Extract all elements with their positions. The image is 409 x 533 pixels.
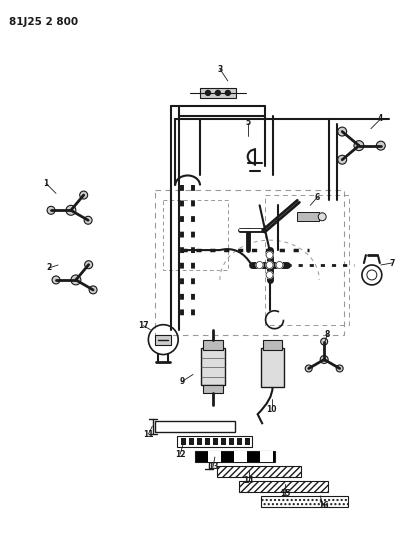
Bar — [260, 451, 272, 462]
Bar — [195, 451, 274, 462]
Circle shape — [216, 91, 220, 95]
Bar — [261, 496, 348, 507]
Bar — [205, 438, 210, 445]
Circle shape — [276, 262, 283, 269]
Bar — [237, 438, 242, 445]
Circle shape — [71, 275, 81, 285]
Circle shape — [266, 252, 273, 259]
Bar — [201, 348, 225, 385]
Text: 7: 7 — [389, 259, 394, 268]
Circle shape — [89, 286, 97, 294]
Circle shape — [318, 213, 326, 221]
Text: 17: 17 — [138, 321, 149, 330]
Text: 15: 15 — [280, 489, 291, 498]
Bar — [155, 335, 171, 345]
Circle shape — [305, 365, 312, 372]
Circle shape — [66, 205, 76, 215]
Circle shape — [205, 91, 211, 95]
Bar — [263, 340, 283, 350]
Circle shape — [266, 271, 273, 278]
Text: 16: 16 — [318, 501, 328, 510]
Circle shape — [47, 206, 55, 214]
Text: 10: 10 — [266, 405, 277, 414]
Text: 11: 11 — [143, 430, 154, 439]
Circle shape — [225, 91, 230, 95]
Bar — [155, 190, 344, 335]
Circle shape — [336, 365, 343, 372]
Circle shape — [266, 262, 273, 269]
Text: 1: 1 — [43, 179, 49, 188]
Bar — [213, 438, 218, 445]
Text: 6: 6 — [315, 193, 320, 202]
Text: 8: 8 — [324, 330, 330, 339]
Text: 81J25 2 800: 81J25 2 800 — [9, 17, 79, 27]
Bar — [239, 481, 328, 492]
Text: 12: 12 — [175, 449, 185, 458]
Circle shape — [376, 141, 385, 150]
Circle shape — [320, 356, 328, 364]
Text: 14: 14 — [243, 477, 254, 486]
Bar — [297, 212, 319, 221]
Text: 13: 13 — [208, 463, 218, 472]
Circle shape — [354, 141, 364, 151]
Circle shape — [84, 216, 92, 224]
Bar — [197, 438, 202, 445]
Circle shape — [256, 262, 263, 269]
Circle shape — [80, 191, 88, 199]
Circle shape — [338, 155, 347, 164]
Bar — [221, 438, 226, 445]
Bar — [245, 438, 249, 445]
Circle shape — [85, 261, 92, 269]
Text: 4: 4 — [378, 114, 383, 123]
Circle shape — [338, 127, 347, 136]
Bar — [200, 88, 236, 98]
Bar — [234, 451, 247, 462]
Bar — [189, 438, 194, 445]
Bar — [177, 436, 252, 447]
Bar — [203, 340, 223, 350]
Bar — [181, 438, 186, 445]
Text: 3: 3 — [217, 64, 222, 74]
Bar — [217, 466, 301, 477]
Bar — [229, 438, 234, 445]
Text: 9: 9 — [180, 377, 185, 386]
Bar — [261, 348, 284, 387]
Circle shape — [321, 338, 328, 345]
Bar — [155, 421, 235, 432]
Bar — [265, 196, 349, 325]
Bar — [163, 200, 228, 270]
Text: 5: 5 — [245, 118, 250, 127]
Bar — [208, 451, 221, 462]
Circle shape — [52, 276, 60, 284]
Text: 2: 2 — [47, 263, 52, 272]
Bar — [203, 385, 223, 393]
